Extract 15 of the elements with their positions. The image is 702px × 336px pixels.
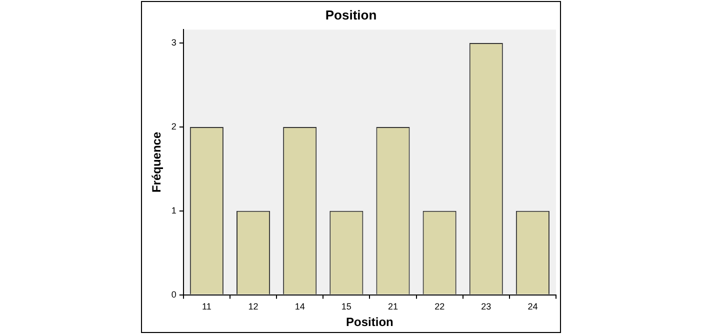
x-tick-label: 15 <box>341 302 352 312</box>
chart-title: Position <box>325 7 377 22</box>
x-tick-label: 22 <box>434 302 445 312</box>
y-tick-label: 0 <box>171 289 176 300</box>
x-tick-label: 12 <box>248 302 258 312</box>
y-axis-title: Fréquence <box>150 132 164 193</box>
x-tick-label: 24 <box>528 302 538 312</box>
x-tick-label: 14 <box>294 302 305 312</box>
y-tick-label: 1 <box>171 205 176 216</box>
x-tick-label: 23 <box>481 302 492 312</box>
x-axis-title: Position <box>346 315 394 330</box>
y-tick-label: 3 <box>171 38 176 48</box>
x-tick-label: 11 <box>202 302 212 312</box>
x-tick-label: 21 <box>388 302 398 312</box>
y-tick-label: 2 <box>171 121 176 132</box>
